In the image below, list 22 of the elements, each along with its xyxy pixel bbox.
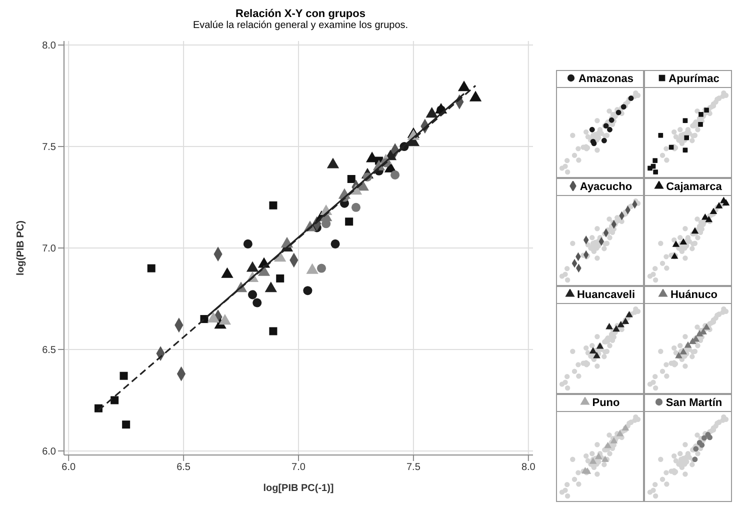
legend-label: Cajamarca: [645, 179, 731, 196]
x-tick-label: 7.5: [406, 462, 421, 474]
x-tick-label: 8.0: [521, 462, 536, 474]
legend-label: Huánuco: [645, 287, 731, 304]
y-tick-label: 7.0: [42, 244, 56, 255]
x-tick-label: 6.5: [176, 462, 191, 474]
legend-label: Apurímac: [645, 71, 731, 88]
x-tick-label: 7.0: [292, 462, 306, 474]
chart-subtitle: Evalúe la relación general y examine los grupos.: [192, 20, 410, 31]
y-tick-label: 8.0: [42, 40, 56, 52]
legend-label: San Martín: [645, 395, 731, 412]
y-tick-label: 7.5: [42, 142, 56, 154]
x-axis-title: log[PIB PC(-1)]: [263, 483, 334, 494]
chart-title: Relación X-Y con grupos: [234, 8, 366, 20]
legend-label: Puno: [557, 395, 643, 412]
legend-label: Ayacucho: [557, 179, 643, 196]
y-axis-title: log(PIB PC): [16, 220, 27, 276]
legend-label: Huancaveli: [557, 287, 643, 304]
y-tick-label: 6.0: [42, 446, 56, 458]
y-tick-label: 6.5: [42, 345, 56, 356]
x-tick-label: 6.0: [62, 462, 76, 474]
legend-label: Amazonas: [557, 71, 643, 88]
